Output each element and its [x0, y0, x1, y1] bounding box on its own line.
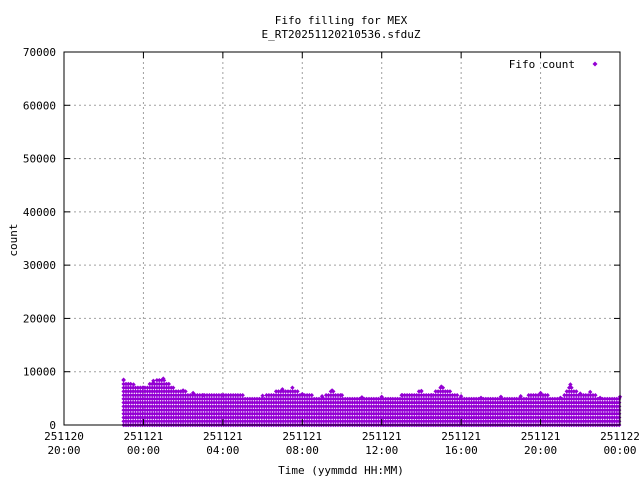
y-tick-label: 30000	[23, 259, 56, 272]
x-tick-label-time: 04:00	[206, 444, 239, 457]
y-tick-label: 10000	[23, 366, 56, 379]
y-tick-label: 40000	[23, 206, 56, 219]
chart-title-line2: E_RT20251120210536.sfduZ	[262, 28, 421, 41]
x-tick-label-time: 12:00	[365, 444, 398, 457]
x-tick-label-time: 20:00	[524, 444, 557, 457]
y-tick-labels: 0 10000 20000 30000 40000 50000 60000 70000	[23, 46, 56, 432]
x-tick-label-date: 251121	[124, 430, 164, 443]
x-tick-label-time: 16:00	[445, 444, 478, 457]
x-tick-label-date: 251122	[600, 430, 640, 443]
x-tick-label-date: 251121	[282, 430, 322, 443]
chart-title-line1: Fifo filling for MEX	[275, 14, 408, 27]
y-tick-label: 70000	[23, 46, 56, 59]
y-tick-label: 50000	[23, 153, 56, 166]
y-tick-label: 20000	[23, 312, 56, 325]
y-tick-label: 60000	[23, 99, 56, 112]
y-axis-label: count	[7, 223, 20, 256]
x-tick-label-time: 20:00	[47, 444, 80, 457]
x-tick-label-time: 00:00	[127, 444, 160, 457]
x-tick-labels: 25112020:0025112100:0025112104:002511210…	[44, 430, 640, 457]
x-tick-label-date: 251121	[521, 430, 561, 443]
x-tick-label-time: 00:00	[603, 444, 636, 457]
x-tick-label-date: 251121	[441, 430, 481, 443]
legend-marker	[592, 61, 598, 67]
plot-frame	[63, 51, 621, 426]
x-tick-label-date: 251120	[44, 430, 84, 443]
x-axis-label: Time (yymmdd HH:MM)	[278, 464, 404, 477]
x-tick-label-time: 08:00	[286, 444, 319, 457]
ticks	[63, 51, 621, 426]
y-tick-label: 0	[49, 419, 56, 432]
x-tick-label-date: 251121	[362, 430, 402, 443]
gridlines	[64, 52, 620, 425]
legend-label: Fifo count	[509, 58, 575, 71]
x-tick-label-date: 251121	[203, 430, 243, 443]
data-points	[121, 376, 623, 428]
series-fifo-count-markers	[121, 376, 623, 428]
legend: Fifo count	[509, 58, 598, 71]
